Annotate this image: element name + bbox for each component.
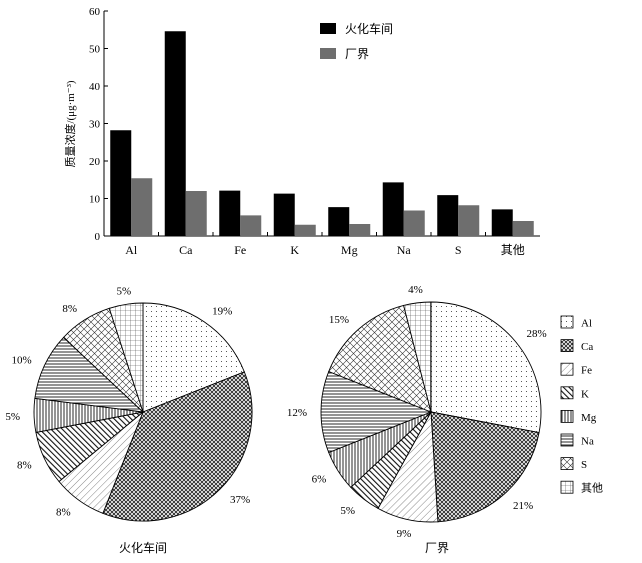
pie-slice-Ca xyxy=(430,411,540,523)
pie-percent-label: 5% xyxy=(340,505,355,517)
bar-changjie xyxy=(185,191,207,236)
x-tick-label: K xyxy=(290,243,299,257)
pie-percent-label: 9% xyxy=(397,528,412,540)
pie-title-huohua: 火化车间 xyxy=(119,540,167,555)
legend-swatch xyxy=(320,23,336,34)
pie-chart-huohua: 19% 37% 8% 8% 5% 10% 8% 5% xyxy=(5,286,253,522)
pie-slice-Na xyxy=(320,370,433,454)
pie-legend-label: K xyxy=(581,388,589,400)
pie-percent-label: 12% xyxy=(287,407,307,419)
pie-slice-Al xyxy=(430,301,542,434)
bar-changjie xyxy=(131,178,153,236)
pie-percent-label: 5% xyxy=(116,286,131,298)
bar-huohua xyxy=(110,130,132,236)
pie-slice-Ca xyxy=(102,371,253,522)
pie-legend-swatch xyxy=(560,315,574,329)
pie-legend-swatch xyxy=(560,386,574,400)
pie-percent-label: 19% xyxy=(212,305,232,317)
pie-legend-swatch xyxy=(560,362,574,376)
legend-label: 火化车间 xyxy=(345,21,393,36)
pie-legend-swatch xyxy=(560,457,574,471)
bar-huohua xyxy=(491,209,513,236)
bar-changjie xyxy=(458,205,480,236)
pie-percent-label: 21% xyxy=(513,500,533,512)
bar-category-labels: Al Ca Fe K Mg Na S 其他 xyxy=(125,232,525,257)
y-tick-label: 40 xyxy=(89,81,101,93)
bar-huohua xyxy=(164,31,186,236)
bar-changjie xyxy=(512,221,534,236)
pie-legend-label: Fe xyxy=(581,365,592,377)
y-tick-label: 0 xyxy=(95,231,101,243)
x-tick-label: Ca xyxy=(179,243,193,257)
pie-percent-label: 15% xyxy=(329,314,349,326)
bar-huohua xyxy=(437,195,459,236)
y-tick-label: 50 xyxy=(89,44,101,56)
legend-label: 厂界 xyxy=(345,47,369,61)
y-tick-label: 20 xyxy=(89,156,101,168)
bar-changjie xyxy=(403,210,425,236)
y-tick-label: 30 xyxy=(89,119,101,131)
pie-legend: Al Ca Fe K Mg Na S 其他 xyxy=(560,315,603,495)
x-tick-label: Fe xyxy=(234,243,246,257)
x-tick-label: S xyxy=(455,243,462,257)
bar-changjie xyxy=(294,224,316,236)
bar-series xyxy=(110,31,534,236)
pie-percent-label: 28% xyxy=(527,328,547,340)
pie-legend-swatch xyxy=(560,339,574,353)
pie-percent-label: 4% xyxy=(408,284,423,296)
legend-swatch xyxy=(320,48,336,59)
pie-percent-label: 6% xyxy=(312,473,327,485)
pie-legend-swatch xyxy=(560,409,574,423)
pie-legend-label: 其他 xyxy=(581,482,603,495)
x-tick-label: Mg xyxy=(341,243,358,257)
bar-chart: 0 10 20 30 40 50 60 Al Ca Fe K Mg Na S 其他 质量浓度/(μg·m⁻… xyxy=(63,6,540,257)
pie-legend-label: Mg xyxy=(581,412,597,424)
bar-y-ticks: 0 10 20 30 40 50 60 xyxy=(89,6,108,243)
pie-slice-Al xyxy=(142,302,245,413)
y-tick-label: 10 xyxy=(89,194,101,206)
bar-huohua xyxy=(382,182,404,236)
pie-legend-label: Al xyxy=(581,318,592,330)
pie-slice-其他 xyxy=(108,302,144,413)
pie-slice-S xyxy=(328,304,432,413)
bar-huohua xyxy=(273,193,295,236)
bar-huohua xyxy=(328,207,350,236)
bar-changjie xyxy=(240,215,262,236)
pie-legend-label: Ca xyxy=(581,341,593,353)
pie-chart-changjie: 28% 21% 9% 5% 6% 12% 15% 4% xyxy=(287,284,547,540)
x-tick-label: Na xyxy=(397,243,412,257)
pie-percent-label: 10% xyxy=(12,355,32,367)
x-tick-label: 其他 xyxy=(501,243,525,257)
y-tick-label: 60 xyxy=(89,6,101,18)
pie-percent-label: 8% xyxy=(17,459,32,471)
bar-huohua xyxy=(219,190,241,236)
pie-legend-label: Na xyxy=(581,436,594,448)
pie-legend-label: S xyxy=(581,459,587,471)
pie-percent-label: 5% xyxy=(5,411,20,423)
pie-percent-label: 37% xyxy=(230,494,250,506)
bar-changjie xyxy=(349,224,371,236)
pie-slice-其他 xyxy=(403,301,432,413)
x-tick-label: Al xyxy=(125,243,138,257)
y-axis-label: 质量浓度/(μg·m⁻³) xyxy=(63,80,77,167)
pie-title-changjie: 厂界 xyxy=(425,541,449,555)
pie-legend-swatch xyxy=(560,433,574,447)
pie-percent-label: 8% xyxy=(56,507,71,519)
pie-percent-label: 8% xyxy=(62,303,77,315)
pie-legend-swatch xyxy=(560,480,574,494)
